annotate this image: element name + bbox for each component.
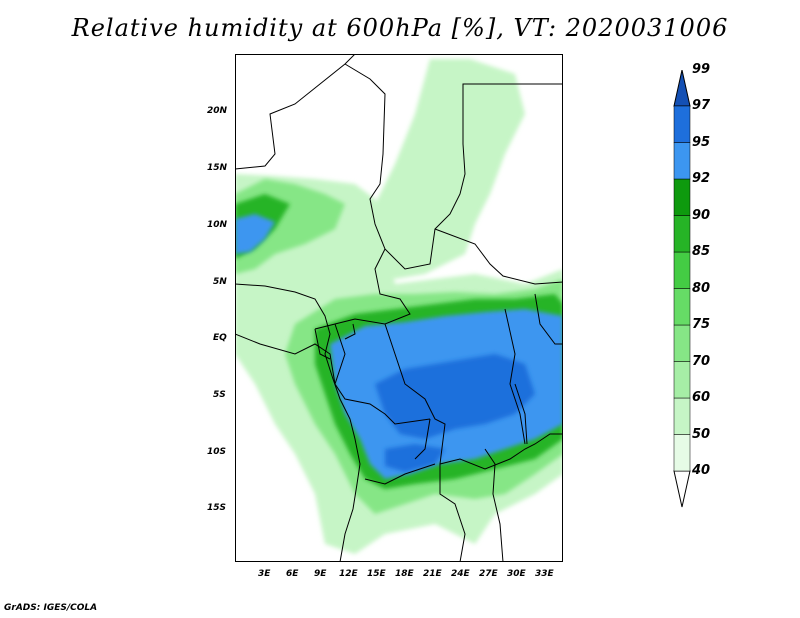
colorbar-segment	[673, 215, 691, 253]
map-frame	[235, 54, 563, 562]
grads-credit: GrADS: IGES/COLA	[4, 603, 98, 613]
lon-label-9e: 9E	[314, 569, 327, 579]
lon-label-3e: 3E	[258, 569, 271, 579]
colorbar-segment	[673, 361, 691, 399]
lon-label-21e: 21E	[423, 569, 442, 579]
coastline	[234, 283, 528, 563]
colorbar-segment	[673, 251, 691, 289]
colorbar-segments	[673, 70, 691, 508]
lon-label-18e: 18E	[395, 569, 414, 579]
humidity-map	[234, 53, 564, 563]
colorbar-segment	[673, 434, 691, 472]
colorbar-segment	[673, 397, 691, 435]
colorbar-label: 50	[692, 426, 711, 442]
lat-label-15n: 15N	[207, 163, 228, 173]
colorbar-segment	[673, 142, 691, 180]
lon-label-24e: 24E	[451, 569, 470, 579]
lon-label-15e: 15E	[367, 569, 386, 579]
colorbar	[673, 70, 691, 508]
map-panel	[234, 53, 564, 563]
lon-label-12e: 12E	[339, 569, 358, 579]
humidity-field-peak	[375, 354, 535, 472]
colorbar-label: 95	[692, 134, 711, 150]
map-title: Relative humidity at 600hPa [%], VT: 202…	[71, 14, 729, 42]
colorbar-segment	[673, 178, 691, 216]
colorbar-label: 90	[692, 207, 711, 223]
colorbar-top-triangle	[673, 70, 691, 107]
colorbar-label: 97	[692, 98, 711, 113]
colorbar-label: 40	[692, 463, 711, 478]
colorbar-label: 99	[692, 61, 711, 77]
colorbar-label: 75	[692, 317, 711, 332]
colorbar-label: 70	[692, 353, 711, 369]
lat-label-5s: 5S	[213, 390, 226, 400]
colorbar-segment	[673, 288, 691, 326]
colorbar-segment	[673, 324, 691, 362]
lat-label-10n: 10N	[207, 220, 228, 230]
colorbar-label: 80	[692, 280, 711, 296]
lat-label-5n: 5N	[213, 277, 227, 287]
colorbar-label: 92	[692, 171, 711, 186]
colorbar-label: 85	[692, 244, 711, 259]
lon-label-6e: 6E	[286, 569, 299, 579]
lon-label-27e: 27E	[479, 569, 498, 579]
lat-label-15s: 15S	[207, 503, 227, 513]
lat-label-eq: EQ	[213, 333, 227, 343]
country-borders	[234, 53, 564, 563]
lon-label-33e: 33E	[535, 569, 554, 579]
colorbar-bottom-triangle	[673, 470, 691, 508]
colorbar-label: 60	[692, 390, 711, 405]
lat-label-10s: 10S	[207, 447, 227, 457]
colorbar-segment	[673, 105, 691, 143]
lat-label-20n: 20N	[207, 106, 228, 116]
lon-label-30e: 30E	[507, 569, 526, 579]
